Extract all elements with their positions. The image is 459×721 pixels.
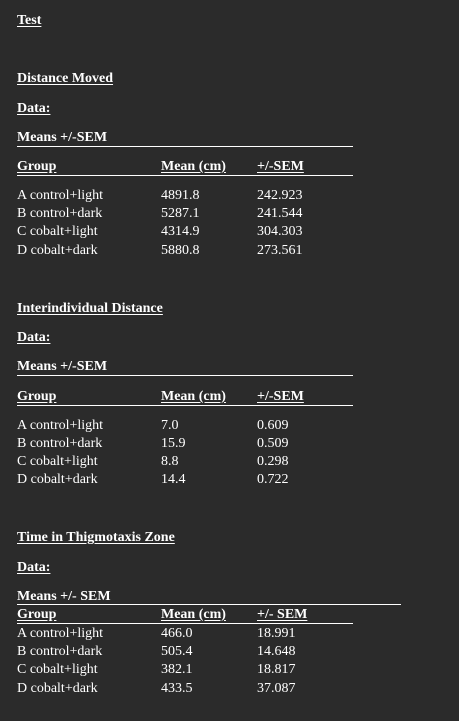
means-underline xyxy=(17,146,353,147)
table-row: D cobalt+dark 5880.8 273.561 xyxy=(17,242,347,260)
header-group: Group xyxy=(17,389,57,404)
data-label: Data: xyxy=(17,560,51,575)
header-mean: Mean (cm) xyxy=(161,159,226,174)
cell-sem: 304.303 xyxy=(257,224,303,239)
cell-sem: 18.817 xyxy=(257,662,296,677)
means-underline xyxy=(17,375,353,376)
table-row: B control+dark 15.9 0.509 xyxy=(17,435,347,453)
section-heading: Distance Moved xyxy=(17,71,114,86)
cell-group: C cobalt+light xyxy=(17,454,98,469)
cell-mean: 5287.1 xyxy=(161,206,200,221)
cell-group: D cobalt+dark xyxy=(17,472,98,487)
table-row: B control+dark 5287.1 241.544 xyxy=(17,205,347,223)
cell-sem: 0.298 xyxy=(257,454,289,469)
table-header: Group Mean (cm) +/-SEM xyxy=(17,388,347,406)
table-row: D cobalt+dark 433.5 37.087 xyxy=(17,680,347,698)
cell-mean: 505.4 xyxy=(161,644,193,659)
cell-sem: 37.087 xyxy=(257,681,296,696)
header-mean: Mean (cm) xyxy=(161,607,226,622)
table-row: D cobalt+dark 14.4 0.722 xyxy=(17,471,347,489)
table-row: C cobalt+light 8.8 0.298 xyxy=(17,453,347,471)
cell-mean: 7.0 xyxy=(161,418,179,433)
cell-group: C cobalt+light xyxy=(17,224,98,239)
data-label: Data: xyxy=(17,330,51,345)
cell-group: C cobalt+light xyxy=(17,662,98,677)
cell-mean: 14.4 xyxy=(161,472,186,487)
header-underline xyxy=(17,623,353,624)
header-underline xyxy=(17,175,353,176)
means-label: Means +/-SEM xyxy=(17,130,108,145)
cell-sem: 273.561 xyxy=(257,243,303,258)
table-row: C cobalt+light 382.1 18.817 xyxy=(17,661,347,679)
section-heading: Interindividual Distance xyxy=(17,301,163,316)
cell-group: D cobalt+dark xyxy=(17,681,98,696)
cell-sem: 241.544 xyxy=(257,206,303,221)
header-sem: +/-SEM xyxy=(257,159,304,174)
table-row: A control+light 7.0 0.609 xyxy=(17,417,347,435)
header-group: Group xyxy=(17,159,57,174)
page-title: Test xyxy=(17,13,42,28)
cell-group: B control+dark xyxy=(17,644,103,659)
means-underline xyxy=(17,604,401,605)
cell-group: B control+dark xyxy=(17,206,103,221)
header-sem: +/-SEM xyxy=(257,389,304,404)
cell-mean: 4891.8 xyxy=(161,188,200,203)
cell-sem: 0.722 xyxy=(257,472,289,487)
table-row: A control+light 466.0 18.991 xyxy=(17,625,347,643)
header-group: Group xyxy=(17,607,57,622)
cell-mean: 4314.9 xyxy=(161,224,200,239)
cell-sem: 0.609 xyxy=(257,418,289,433)
cell-sem: 14.648 xyxy=(257,644,296,659)
cell-mean: 8.8 xyxy=(161,454,179,469)
means-label: Means +/-SEM xyxy=(17,359,108,374)
table-row: A control+light 4891.8 242.923 xyxy=(17,187,347,205)
section-heading: Time in Thigmotaxis Zone xyxy=(17,530,175,545)
table-header: Group Mean (cm) +/- SEM xyxy=(17,606,347,624)
table-row: C cobalt+light 4314.9 304.303 xyxy=(17,223,347,241)
cell-sem: 0.509 xyxy=(257,436,289,451)
data-label: Data: xyxy=(17,101,51,116)
header-mean: Mean (cm) xyxy=(161,389,226,404)
cell-group: B control+dark xyxy=(17,436,103,451)
cell-mean: 15.9 xyxy=(161,436,186,451)
cell-mean: 466.0 xyxy=(161,626,193,641)
cell-mean: 433.5 xyxy=(161,681,193,696)
table-row: B control+dark 505.4 14.648 xyxy=(17,643,347,661)
cell-group: D cobalt+dark xyxy=(17,243,98,258)
header-underline xyxy=(17,405,353,406)
cell-sem: 242.923 xyxy=(257,188,303,203)
cell-sem: 18.991 xyxy=(257,626,296,641)
means-label: Means +/- SEM xyxy=(17,589,111,604)
cell-mean: 382.1 xyxy=(161,662,193,677)
cell-group: A control+light xyxy=(17,418,104,433)
cell-mean: 5880.8 xyxy=(161,243,200,258)
table-header: Group Mean (cm) +/-SEM xyxy=(17,158,347,176)
cell-group: A control+light xyxy=(17,626,104,641)
header-sem: +/- SEM xyxy=(257,607,308,622)
cell-group: A control+light xyxy=(17,188,104,203)
